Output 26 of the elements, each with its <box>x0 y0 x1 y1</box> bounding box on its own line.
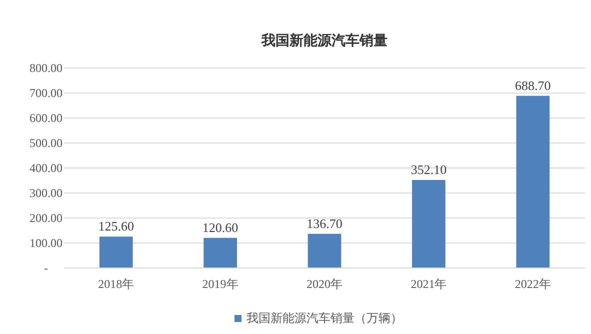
bar <box>99 236 133 268</box>
y-tick-label: 700.00 <box>30 86 62 100</box>
legend: 我国新能源汽车销量（万辆） <box>234 311 402 325</box>
x-tick-label: 2018年 <box>98 277 134 291</box>
y-tick-label: 200.00 <box>30 211 62 225</box>
y-tick-label: 400.00 <box>30 161 62 175</box>
x-tick-label: 2022年 <box>514 277 551 291</box>
bar <box>516 96 550 268</box>
data-label: 688.70 <box>515 78 551 93</box>
y-tick-label: 100.00 <box>30 236 62 250</box>
y-tick-label: 500.00 <box>30 136 62 150</box>
y-tick-label: 300.00 <box>30 186 62 200</box>
y-tick-label: - <box>44 261 48 275</box>
y-tick-label: 600.00 <box>30 111 62 125</box>
bar <box>308 234 342 268</box>
chart-title: 我国新能源汽车销量 <box>260 32 388 49</box>
data-label: 125.60 <box>98 218 134 234</box>
y-tick-label: 800.00 <box>30 61 62 75</box>
data-label: 120.60 <box>202 220 238 235</box>
data-label: 136.70 <box>306 216 342 231</box>
x-tick-label: 2021年 <box>410 277 447 291</box>
x-tick-label: 2020年 <box>306 277 342 291</box>
bar <box>204 238 237 268</box>
bar <box>412 180 446 268</box>
data-label: 352.10 <box>410 162 447 177</box>
x-tick-label: 2019年 <box>202 277 238 291</box>
